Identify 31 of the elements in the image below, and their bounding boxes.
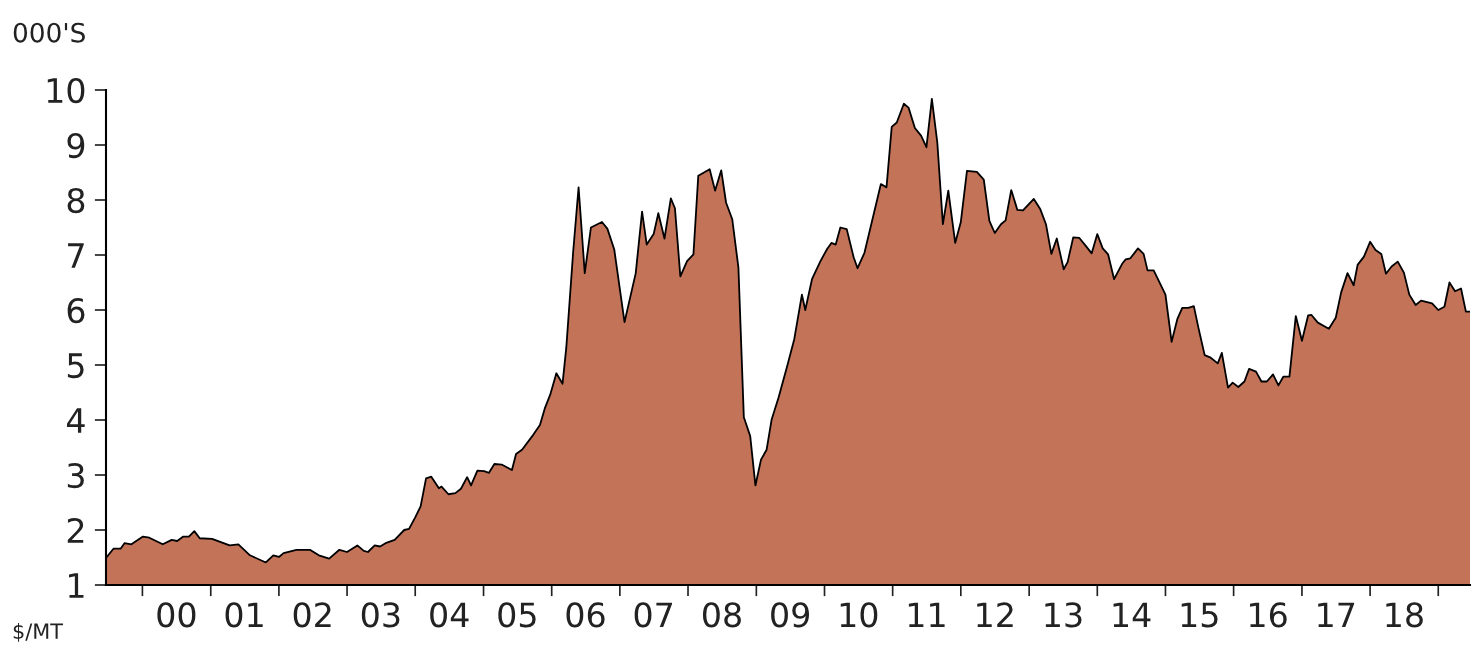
- x-tick-label: 01: [225, 602, 263, 628]
- y-tick-label: 8: [67, 187, 85, 214]
- x-tick-label: 05: [498, 602, 536, 628]
- y-tick-label: 10: [47, 77, 85, 104]
- y-tick-label: 4: [66, 408, 85, 433]
- y-tick-label: 3: [67, 462, 84, 489]
- text: $/MT: [13, 622, 64, 642]
- y-axis-title: 000'S: [13, 22, 85, 43]
- x-tick-label: 02: [293, 602, 331, 628]
- x-tick-label: 12: [977, 602, 1013, 627]
- y-tick-label: 5: [67, 353, 84, 379]
- x-tick-label: 04: [430, 602, 469, 628]
- x-tick-label: 16: [1250, 602, 1287, 628]
- y-tick-label: 7: [68, 243, 84, 268]
- y-tick-label: 9: [67, 132, 85, 159]
- x-tick-label: 08: [702, 602, 741, 628]
- x-tick-label: 11: [908, 602, 945, 627]
- x-tick-label: 17: [1318, 602, 1355, 627]
- y-tick-label: 2: [67, 517, 84, 543]
- x-tick-label: 13: [1045, 602, 1082, 628]
- x-tick-label: 06: [566, 602, 605, 628]
- x-tick-label: 15: [1181, 602, 1218, 628]
- y-tick-label: 6: [67, 297, 85, 324]
- x-tick-label: 09: [771, 602, 810, 628]
- x-tick-label: 10: [840, 602, 878, 628]
- x-tick-label: 18: [1386, 602, 1423, 628]
- y-tick-label: 1: [69, 573, 84, 598]
- x-tick-label: 07: [634, 602, 673, 628]
- x-tick-label: 00: [157, 602, 196, 628]
- x-tick-label: 03: [361, 602, 400, 628]
- x-tick-label: 14: [1113, 602, 1151, 627]
